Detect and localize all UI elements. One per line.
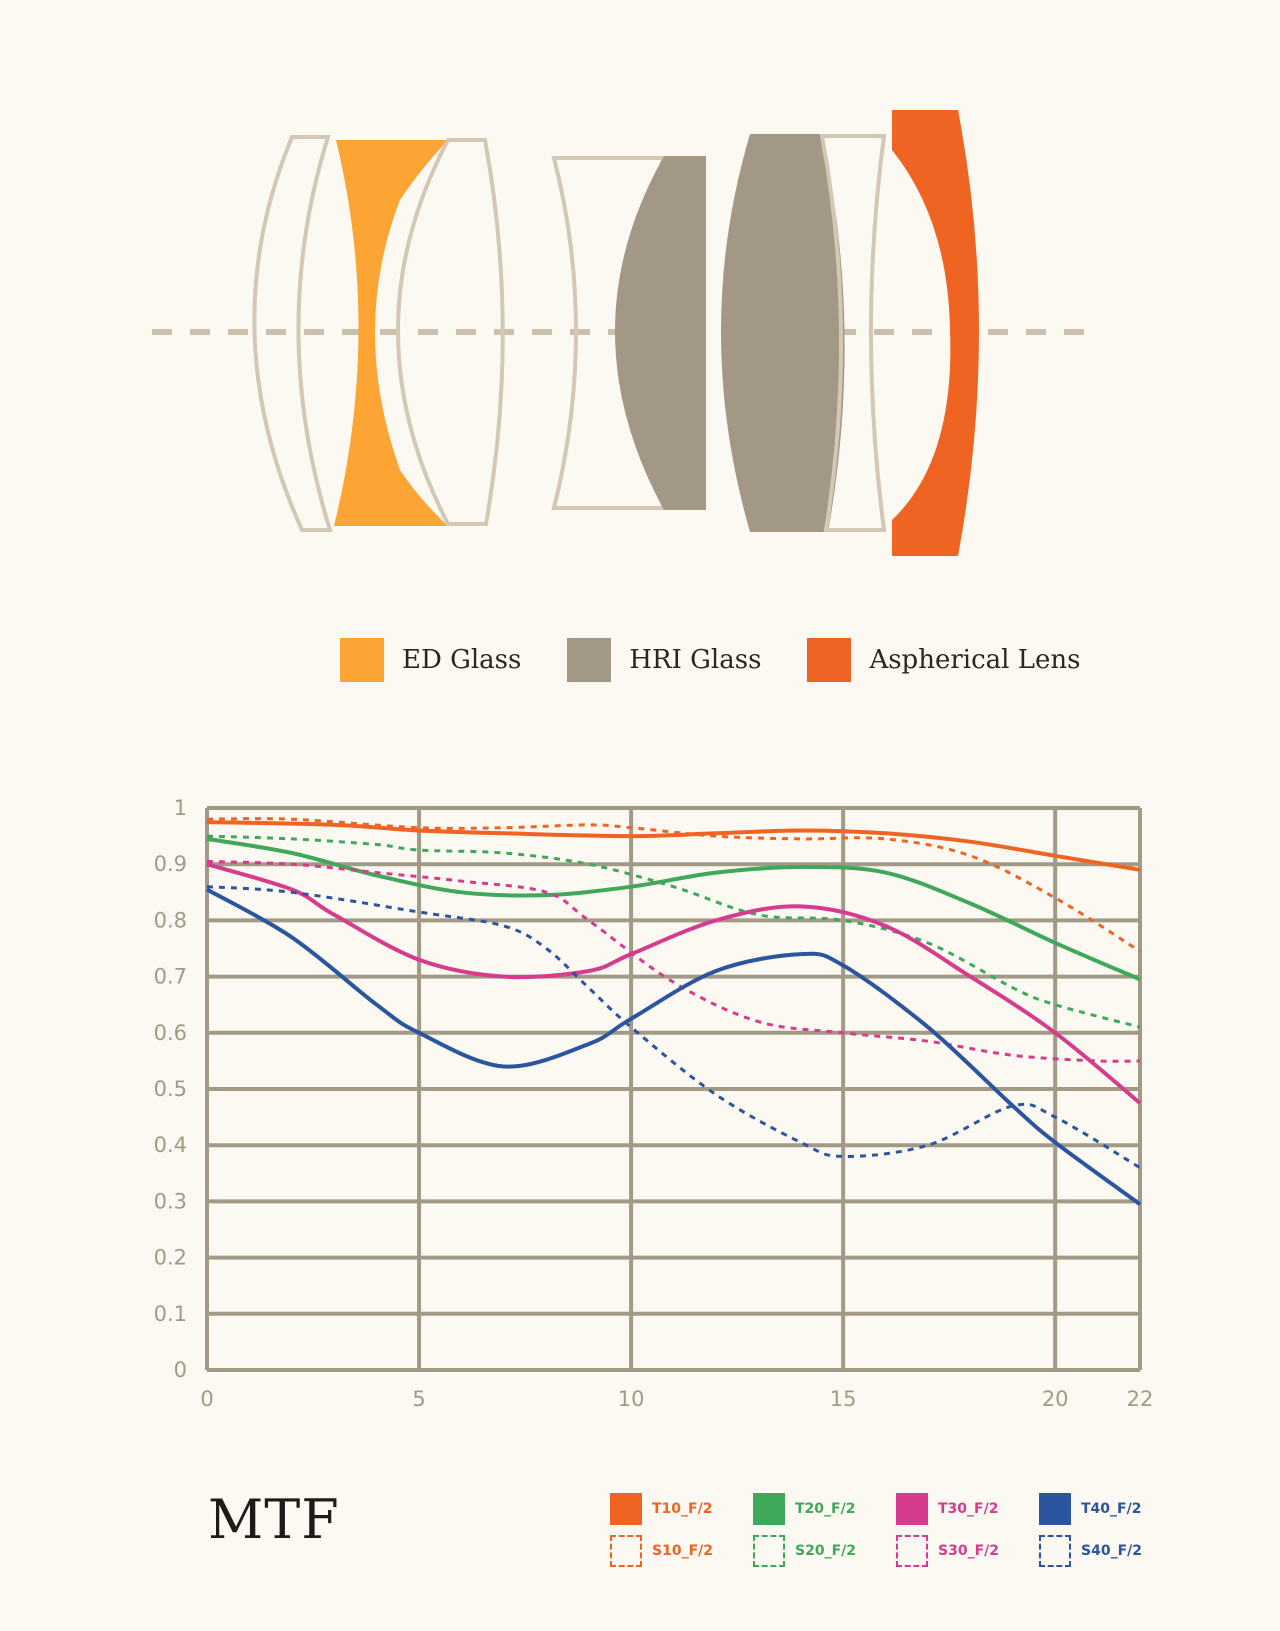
chart-series (206, 817, 1142, 1206)
x-tick-label: 15 (830, 1387, 857, 1411)
x-tick-label: 5 (412, 1387, 425, 1411)
y-tick-label: 0 (174, 1358, 187, 1382)
legend-swatch-s30-f-2 (896, 1535, 928, 1567)
legend-swatch-t40-f-2 (1039, 1493, 1071, 1525)
legend-item-s10-f-2: S10_F/2 (610, 1535, 753, 1567)
legend-item-t40-f-2: T40_F/2 (1039, 1493, 1182, 1525)
series-line-s10-f-2 (206, 817, 1141, 953)
series-line-s30-f-2 (206, 859, 1141, 1063)
series-line-t40-f-2 (206, 887, 1142, 1206)
legend-label-s40-f-2: S40_F/2 (1081, 1543, 1142, 1559)
hri-glass-swatch (567, 638, 612, 682)
chart-grid (205, 806, 1142, 1372)
lens-legend: ED Glass HRI Glass Aspherical Lens (340, 638, 1126, 682)
mtf-chart: 00.10.20.30.40.50.60.70.80.910 5 10 15 20 22 (154, 796, 1154, 1411)
y-tick-label: 0.4 (154, 1133, 187, 1157)
x-tick-label: 20 (1042, 1387, 1069, 1411)
y-tick-label: 0.8 (154, 908, 187, 932)
x-tick-label: 10 (618, 1387, 645, 1411)
series-line-t30-f-2 (206, 862, 1142, 1105)
aspherical-lens-swatch (807, 638, 852, 682)
legend-label-t20-f-2: T20_F/2 (795, 1501, 856, 1517)
x-tick-label: 0 (200, 1387, 213, 1411)
chart-title: MTF (208, 1488, 340, 1551)
legend-swatch-t10-f-2 (610, 1493, 642, 1525)
series-legend: T10_F/2 T20_F/2 T30_F/2 T40_F/2 S10_F/2 S20_F… (610, 1493, 1182, 1567)
legend-item-t30-f-2: T30_F/2 (896, 1493, 1039, 1525)
lens-element-3 (396, 138, 505, 526)
aspherical-lens-element (892, 110, 979, 556)
legend-label-t10-f-2: T10_F/2 (652, 1501, 713, 1517)
legend-item-s20-f-2: S20_F/2 (753, 1535, 896, 1567)
lens-construction-diagram (152, 110, 1098, 556)
series-line-t20-f-2 (206, 836, 1141, 982)
legend-swatch-s40-f-2 (1039, 1535, 1071, 1567)
legend-swatch-s10-f-2 (610, 1535, 642, 1567)
y-tick-label: 0.5 (154, 1077, 187, 1101)
lens-element-1 (252, 135, 333, 532)
y-tick-label: 0.7 (154, 965, 187, 989)
chart-ticks: 00.10.20.30.40.50.60.70.80.910 5 10 15 20 22 (154, 796, 1154, 1411)
legend-label-s30-f-2: S30_F/2 (938, 1543, 999, 1559)
ed-glass-element (334, 140, 448, 526)
series-line-s20-f-2 (206, 834, 1141, 1029)
legend-swatch-s20-f-2 (753, 1535, 785, 1567)
series-line-t10-f-2 (206, 820, 1141, 872)
legend-item-t10-f-2: T10_F/2 (610, 1493, 753, 1525)
series-line-s40-f-2 (206, 885, 1141, 1169)
legend-label-t30-f-2: T30_F/2 (938, 1501, 999, 1517)
legend-hri-glass: HRI Glass (567, 638, 761, 682)
y-tick-label: 0.1 (154, 1302, 187, 1326)
legend-label-t40-f-2: T40_F/2 (1081, 1501, 1142, 1517)
hri-glass-element-2 (721, 134, 845, 532)
legend-swatch-t30-f-2 (896, 1493, 928, 1525)
hri-glass-element-1 (615, 156, 706, 510)
legend-aspherical-lens: Aspherical Lens (807, 638, 1080, 682)
y-tick-label: 0.2 (154, 1246, 187, 1270)
hri-glass-label: HRI Glass (629, 645, 762, 675)
y-tick-label: 0.9 (154, 852, 187, 876)
legend-item-t20-f-2: T20_F/2 (753, 1493, 896, 1525)
y-tick-label: 0.3 (154, 1189, 187, 1213)
lens-element-7 (819, 134, 887, 532)
y-tick-label: 1 (174, 796, 187, 820)
legend-label-s20-f-2: S20_F/2 (795, 1543, 856, 1559)
legend-item-s40-f-2: S40_F/2 (1039, 1535, 1182, 1567)
legend-swatch-t20-f-2 (753, 1493, 785, 1525)
ed-glass-swatch (340, 638, 384, 682)
aspherical-lens-label: Aspherical Lens (869, 645, 1081, 675)
legend-label-s10-f-2: S10_F/2 (652, 1543, 713, 1559)
ed-glass-label: ED Glass (402, 645, 522, 675)
legend-item-s30-f-2: S30_F/2 (896, 1535, 1039, 1567)
legend-ed-glass: ED Glass (340, 638, 521, 682)
y-tick-label: 0.6 (154, 1021, 187, 1045)
x-tick-label: 22 (1127, 1387, 1154, 1411)
